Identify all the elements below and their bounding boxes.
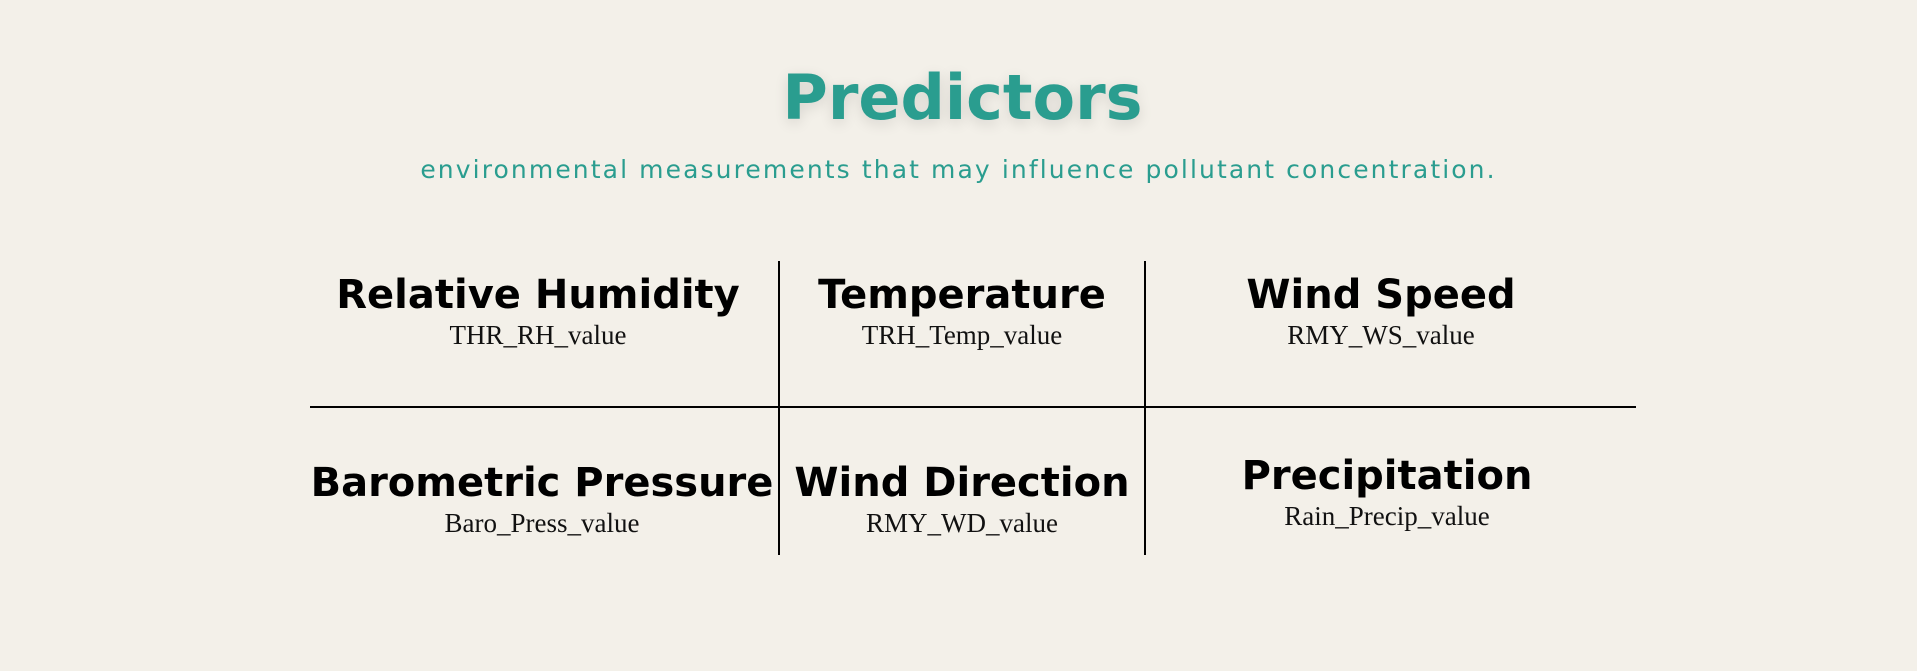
predictor-cell-temperature: Temperature TRH_Temp_value — [781, 271, 1143, 351]
predictor-name: Wind Speed — [1246, 272, 1516, 318]
predictor-cell-wind-speed: Wind Speed RMY_WS_value — [1146, 271, 1616, 351]
predictor-cell-precipitation: Precipitation Rain_Precip_value — [1146, 452, 1628, 532]
predictor-cell-barometric-pressure: Barometric Pressure Baro_Press_value — [300, 459, 784, 539]
grid-divider-vertical-left — [778, 261, 780, 555]
predictor-variable: TRH_Temp_value — [861, 320, 1063, 350]
grid-divider-vertical-right — [1144, 261, 1146, 555]
page-subtitle: environmental measurements that may infl… — [420, 155, 1497, 184]
predictor-variable: RMY_WD_value — [866, 508, 1058, 538]
predictor-name: Precipitation — [1241, 453, 1533, 499]
predictor-cell-relative-humidity: Relative Humidity THR_RH_value — [310, 271, 766, 351]
predictor-variable: THR_RH_value — [449, 320, 627, 350]
predictor-variable: Baro_Press_value — [444, 508, 640, 538]
predictor-name: Relative Humidity — [336, 272, 740, 318]
predictor-variable: Rain_Precip_value — [1284, 501, 1490, 531]
predictor-cell-wind-direction: Wind Direction RMY_WD_value — [781, 459, 1143, 539]
predictor-name: Temperature — [818, 272, 1106, 318]
grid-divider-horizontal — [310, 406, 1636, 408]
predictor-name: Wind Direction — [794, 460, 1130, 506]
page-title: Predictors — [782, 61, 1143, 134]
predictor-name: Barometric Pressure — [310, 460, 774, 506]
predictor-variable: RMY_WS_value — [1287, 320, 1475, 350]
